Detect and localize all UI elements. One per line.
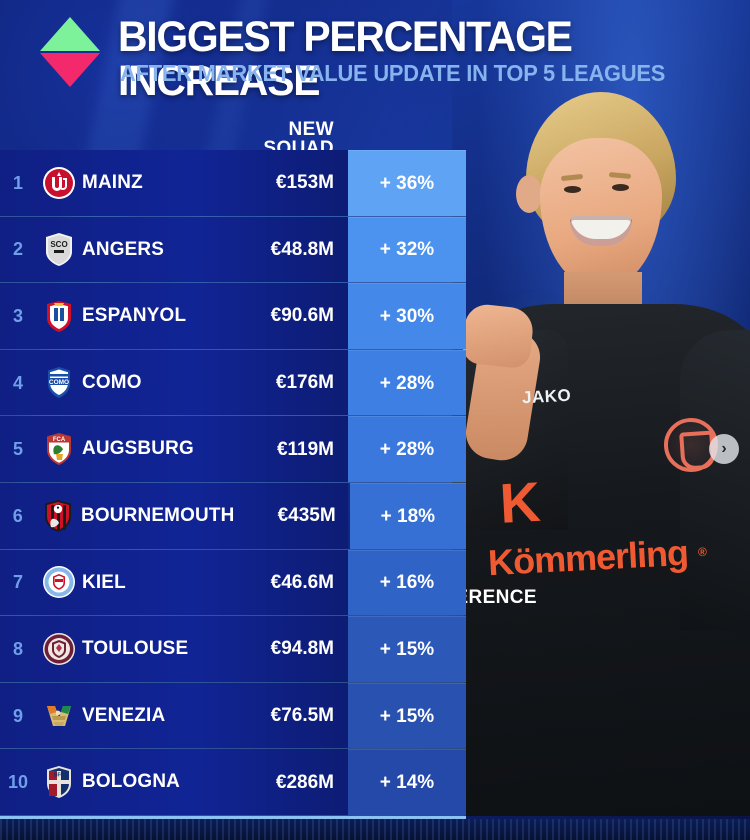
kiel-crest: [42, 565, 76, 599]
club-name: KIEL: [82, 570, 126, 593]
club-name: ANGERS: [82, 237, 165, 260]
header: BIGGEST PERCENTAGE INCREASE AFTER MARKET…: [0, 0, 750, 103]
player-arm: [680, 330, 750, 630]
rank-number: 2: [12, 239, 23, 260]
espanyol-crest: [42, 299, 76, 333]
squad-value: €76.5M: [270, 705, 334, 727]
table-row[interactable]: 2 SCO ANGERS €48.8M + 32%: [0, 216, 466, 284]
svg-text:COMO: COMO: [49, 379, 69, 386]
player-photo: JAKO K Kömmerling ®: [452, 0, 750, 816]
squad-value: €119M: [276, 438, 334, 460]
ranking-table: 1 MAINZ €153M + 36% 2 SCO ANGERS €48.8M …: [0, 150, 466, 816]
rank-number: 6: [12, 505, 23, 526]
club-badge: [36, 696, 82, 736]
page-title: BIGGEST PERCENTAGE INCREASE: [118, 13, 573, 105]
club-name: AUGSBURG: [82, 437, 194, 460]
table-row[interactable]: 6 BOURNEMOUTH €435M + 18%: [0, 482, 466, 550]
page-subtitle: AFTER MARKET VALUE UPDATE IN TOP 5 LEAGU…: [120, 60, 666, 86]
table-underline: [0, 816, 466, 819]
club-name: COMO: [82, 370, 142, 393]
percentage-cell: + 15%: [348, 682, 466, 749]
squad-value: €48.8M: [270, 238, 334, 260]
squad-value: €90.6M: [270, 305, 334, 327]
club-name: BOURNEMOUTH: [80, 504, 235, 527]
club-badge: BFC: [36, 762, 82, 802]
club-name: ESPANYOL: [82, 304, 187, 327]
rank-number: 1: [12, 172, 23, 193]
player-eye: [612, 184, 629, 191]
squad-value: €176M: [275, 372, 334, 394]
player-eye: [564, 186, 581, 193]
table-row[interactable]: 7 KIEL €46.6M + 16%: [0, 549, 466, 617]
table-row[interactable]: 4 COMO COMO €176M + 28%: [0, 349, 466, 417]
bottom-strip: [0, 819, 750, 840]
table-row[interactable]: 8 TOULOUSE €94.8M + 15%: [0, 616, 466, 683]
club-badge: [36, 496, 81, 536]
rank-number: 10: [7, 772, 29, 793]
toulouse-crest: [42, 632, 76, 666]
player-ear: [516, 175, 542, 213]
player-smile: [570, 216, 632, 246]
svg-text:BFC: BFC: [54, 773, 65, 779]
venezia-crest: [42, 699, 76, 733]
squad-value: €46.6M: [270, 571, 334, 593]
club-badge: [36, 163, 82, 203]
angers-crest: SCO: [42, 232, 76, 267]
rank-number: 9: [12, 705, 23, 726]
percentage-cell: + 32%: [348, 216, 466, 283]
jersey-brand-label: JAKO: [521, 385, 572, 408]
squad-value: €153M: [275, 172, 334, 194]
bologna-crest: BFC: [42, 765, 76, 799]
triangle-up-down-logo: [32, 14, 108, 90]
club-name: BOLOGNA: [82, 770, 181, 793]
percentage-cell: + 28%: [348, 416, 466, 482]
svg-text:FCA: FCA: [53, 437, 66, 443]
triangle-up-icon: [40, 17, 100, 51]
percentage-cell: + 36%: [348, 150, 466, 216]
rank-number: 4: [12, 372, 23, 393]
squad-value: €286M: [275, 771, 334, 793]
club-badge: [36, 629, 82, 669]
rank-number: 8: [12, 638, 23, 659]
bournemouth-crest: [41, 499, 75, 533]
table-row[interactable]: 9 VENEZIA €76.5M + 15%: [0, 682, 466, 750]
table-row[interactable]: 5 FCA AUGSBURG €119M + 28%: [0, 416, 466, 483]
player-fist: [461, 302, 535, 370]
table-row[interactable]: 10 BFC BOLOGNA €286M + 14%: [0, 749, 466, 816]
rank-number: 3: [12, 305, 23, 326]
club-badge: COMO: [36, 363, 82, 403]
percentage-cell: + 15%: [348, 616, 466, 682]
next-slide-button[interactable]: ›: [709, 434, 739, 464]
sponsor-registered-mark: ®: [698, 545, 707, 559]
sponsor-mark: K: [498, 469, 542, 535]
club-badge: [36, 296, 82, 336]
club-name: VENEZIA: [82, 703, 166, 726]
table-row[interactable]: 3 ESPANYOL €90.6M + 30%: [0, 283, 466, 350]
svg-text:SCO: SCO: [50, 240, 67, 249]
percentage-cell: + 16%: [348, 549, 466, 616]
table-row[interactable]: 1 MAINZ €153M + 36%: [0, 150, 466, 217]
percentage-cell: + 30%: [348, 283, 466, 349]
como-crest: COMO: [42, 366, 76, 400]
percentage-cell: + 18%: [349, 482, 466, 549]
rank-number: 5: [12, 439, 23, 460]
percentage-cell: + 28%: [348, 349, 466, 416]
club-name: TOULOUSE: [82, 637, 189, 660]
chevron-right-icon: ›: [721, 440, 727, 457]
augsburg-crest: FCA: [42, 432, 76, 466]
club-badge: SCO: [36, 229, 82, 269]
mainz-crest: [42, 166, 76, 200]
club-name: MAINZ: [82, 171, 143, 194]
triangle-down-icon: [40, 53, 100, 87]
rank-number: 7: [12, 572, 23, 593]
squad-value: €94.8M: [270, 638, 334, 660]
column-header-line1: NEW: [288, 119, 334, 140]
club-badge: [36, 562, 82, 602]
squad-value: €435M: [277, 505, 336, 527]
club-badge: FCA: [36, 429, 82, 469]
percentage-cell: + 14%: [348, 749, 466, 815]
player-face: [540, 138, 662, 290]
sponsor-name: Kömmerling: [487, 531, 689, 584]
